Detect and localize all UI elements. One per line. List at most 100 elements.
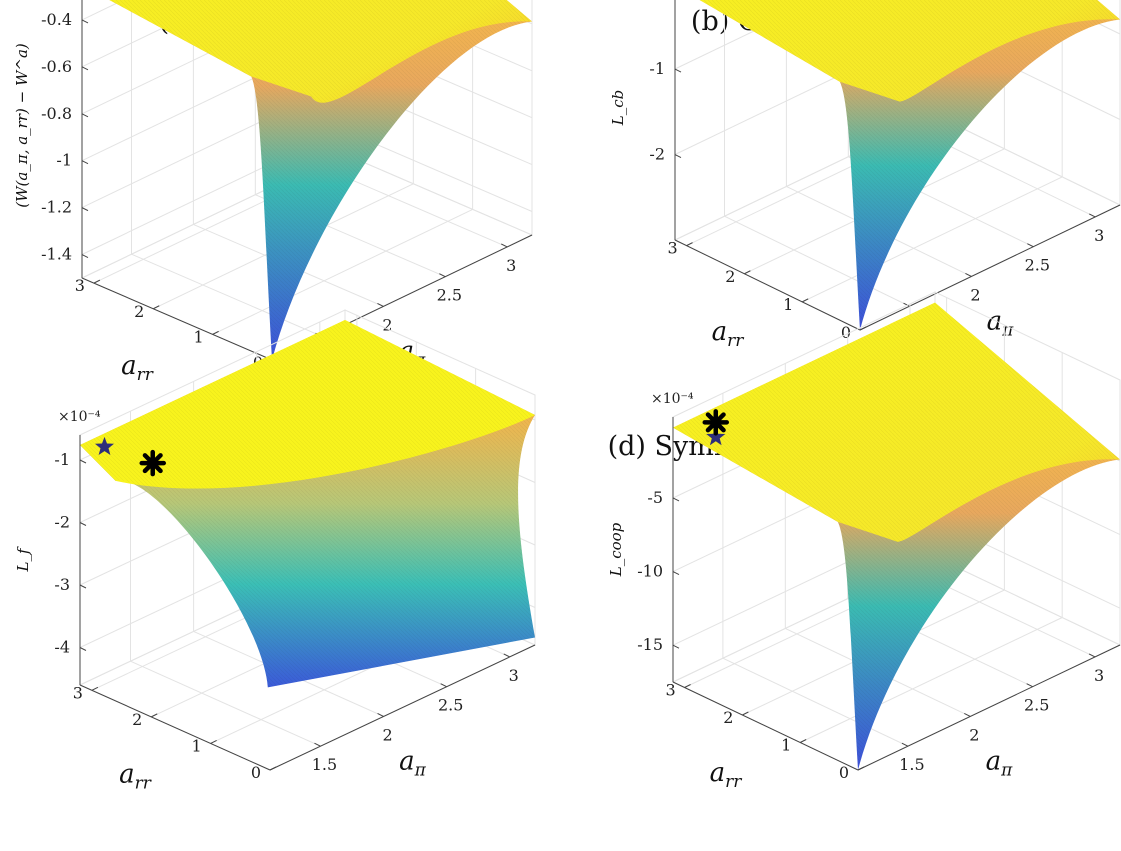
y-tick	[1027, 243, 1034, 248]
y-tick	[964, 712, 971, 717]
surface	[699, 0, 1120, 330]
z-tick-label: -5	[647, 488, 663, 507]
z-tick-label: -0.8	[41, 104, 72, 123]
star-marker	[706, 427, 726, 446]
x-axis-label: arr	[712, 317, 745, 351]
y-axis-line	[857, 644, 1121, 771]
x-axis-line	[672, 681, 859, 771]
x-tick	[742, 711, 749, 716]
z-tick-label: -15	[637, 635, 663, 654]
y-tick-label: 2.5	[437, 286, 462, 305]
x-axis-line	[79, 684, 271, 771]
asterisk-marker	[139, 449, 166, 477]
x-tick-label: 3	[665, 681, 675, 700]
y-gridline	[130, 411, 321, 747]
z-tick-label: -1.4	[41, 245, 72, 264]
x-gridline	[153, 0, 414, 310]
y-tick-label: 1.5	[899, 755, 924, 774]
z-tick-label: -3	[54, 575, 70, 594]
x-tick	[686, 242, 693, 247]
x-tick-label: 0	[251, 763, 261, 782]
y-tick-label: 2	[970, 285, 980, 304]
y-axis-label: aπ	[986, 747, 1014, 781]
x-tick	[269, 766, 277, 771]
y-tick	[440, 683, 447, 688]
x-tick-label: 3	[667, 239, 677, 258]
y-gridline	[254, 0, 446, 278]
z-tick-label: -2	[649, 145, 665, 164]
star-marker	[95, 436, 114, 455]
x-tick	[212, 330, 219, 335]
z-axis-label: L_f	[14, 546, 32, 572]
axes: 01231.522.53-0.2-0.4-0.6-0.8-1-1.2-1.4ar…	[13, 0, 533, 385]
z-axis-label: (W(a_π, a_rr) − W^a)	[13, 43, 31, 208]
panel-b: (b) Central Bank (Lcb)01231.522.530-1-2×…	[609, 0, 1121, 351]
x-tick	[744, 270, 751, 275]
x-gridline	[744, 0, 1005, 275]
x-tick-label: 0	[841, 323, 851, 342]
y-tick-label: 2.5	[1025, 256, 1050, 275]
x-tick	[801, 298, 809, 303]
y-tick	[1026, 683, 1033, 688]
y-axis-line	[269, 644, 536, 771]
y-tick	[503, 653, 510, 658]
y-tick	[377, 712, 384, 717]
z-tick	[81, 160, 89, 165]
asterisk-marker	[702, 409, 730, 436]
panel-c: (c) Financial Authority (Lf)01231.522.53…	[14, 309, 537, 794]
y-tick	[965, 272, 972, 277]
z-tick	[81, 19, 89, 24]
x-tick	[684, 684, 691, 688]
surface-mesh	[699, 0, 1120, 330]
y-tick-label: 2	[382, 725, 392, 744]
x-tick	[151, 713, 158, 718]
x-tick	[799, 739, 807, 743]
panel-a: (a) Social Welfare01231.522.53-0.2-0.4-0…	[13, 0, 534, 385]
y-tick	[1089, 213, 1096, 218]
y-tick-label: 1.5	[312, 755, 337, 774]
z-tick	[672, 644, 680, 649]
x-axis-line	[81, 277, 273, 361]
x-tick-label: 2	[132, 710, 142, 729]
z-tick	[674, 68, 682, 73]
y-gridline	[722, 393, 909, 747]
z-tick-label: -0.6	[41, 57, 72, 76]
x-tick	[210, 739, 217, 744]
z-tick	[81, 66, 89, 71]
z-tick-label: -1	[56, 151, 72, 170]
z-tick	[674, 154, 682, 158]
surface	[673, 302, 1120, 770]
x-tick-label: 3	[75, 276, 85, 295]
x-axis-label: arr	[121, 351, 154, 385]
y-tick-label: 3	[509, 666, 519, 685]
z-tick-label: -1	[649, 59, 665, 78]
x-tick	[857, 766, 865, 771]
y-tick	[1088, 653, 1096, 658]
y-tick	[439, 273, 446, 278]
x-axis-label: arr	[710, 758, 743, 792]
x-tick-label: 0	[839, 763, 849, 782]
y-tick-label: 3	[506, 256, 516, 275]
z-tick-label: -0.4	[41, 10, 72, 29]
x-tick-label: 1	[192, 736, 202, 755]
surface-mesh	[673, 302, 1120, 770]
axes: 0 1 2 3 1.5 2 2.5 3 -1 -2 -3 -4 ×10⁻⁴ arr aπ L_f	[14, 409, 536, 794]
y-gridline	[724, 0, 910, 307]
y-gridline	[131, 0, 322, 337]
y-tick-label: 2.5	[1024, 696, 1049, 715]
z-axis-label: L_coop	[607, 522, 625, 577]
y-tick-label: 2	[382, 315, 392, 334]
z-tick	[81, 113, 89, 118]
x-tick-label: 2	[723, 708, 733, 727]
z-tick-label: -2	[54, 513, 70, 532]
z-tick	[672, 571, 680, 576]
y-tick	[314, 742, 321, 747]
z-tick	[79, 647, 87, 651]
y-tick-label: 2	[969, 725, 979, 744]
x-tick-label: 3	[73, 683, 83, 702]
y-axis-line	[859, 204, 1121, 331]
y-tick-label: 3	[1094, 666, 1104, 685]
z-axis-label: L_cb	[609, 90, 627, 126]
z-tick-label: -4	[54, 638, 70, 657]
x-tick-label: 1	[781, 736, 791, 755]
